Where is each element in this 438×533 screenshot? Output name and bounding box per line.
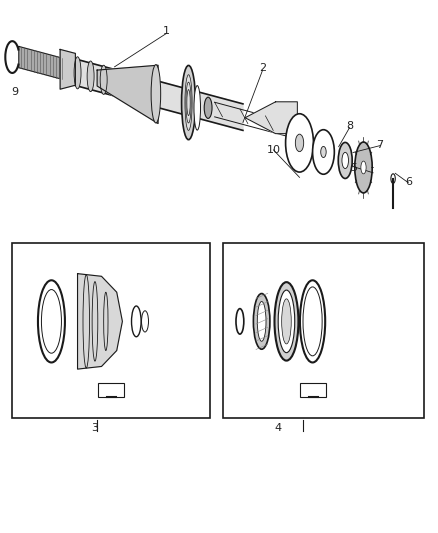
Ellipse shape [74,57,81,89]
Ellipse shape [253,294,270,349]
Text: 10: 10 [266,145,280,155]
Polygon shape [245,102,297,134]
Bar [98,383,124,398]
Text: 8: 8 [346,121,353,131]
Polygon shape [69,57,243,131]
Ellipse shape [338,142,352,179]
Ellipse shape [182,66,195,140]
Ellipse shape [194,86,201,130]
Ellipse shape [361,161,366,174]
Bar [300,383,326,398]
Text: 4: 4 [274,423,281,433]
Text: 5: 5 [350,164,357,173]
Ellipse shape [153,78,159,110]
Polygon shape [97,65,158,124]
Ellipse shape [257,302,266,341]
Ellipse shape [187,90,190,116]
Ellipse shape [303,287,322,356]
Text: 7: 7 [377,140,384,150]
Ellipse shape [295,134,304,152]
Ellipse shape [313,130,334,174]
Ellipse shape [278,290,295,353]
Ellipse shape [321,147,326,158]
Ellipse shape [87,61,94,92]
Text: 1: 1 [163,26,170,36]
Ellipse shape [342,152,349,168]
Ellipse shape [355,142,372,193]
Text: 6: 6 [405,176,412,187]
Polygon shape [19,46,64,80]
Ellipse shape [152,71,159,117]
Ellipse shape [185,75,192,131]
Ellipse shape [100,65,107,94]
Ellipse shape [204,97,212,118]
Ellipse shape [275,282,298,361]
Text: 2: 2 [259,63,266,72]
Ellipse shape [282,299,291,344]
Text: 9: 9 [11,86,18,96]
Polygon shape [60,50,75,89]
Ellipse shape [151,64,161,123]
Bar [12,243,210,418]
Ellipse shape [42,289,61,353]
Ellipse shape [186,82,191,123]
Polygon shape [78,273,122,369]
Text: 3: 3 [92,423,99,433]
Ellipse shape [286,114,314,172]
Bar [223,243,424,418]
